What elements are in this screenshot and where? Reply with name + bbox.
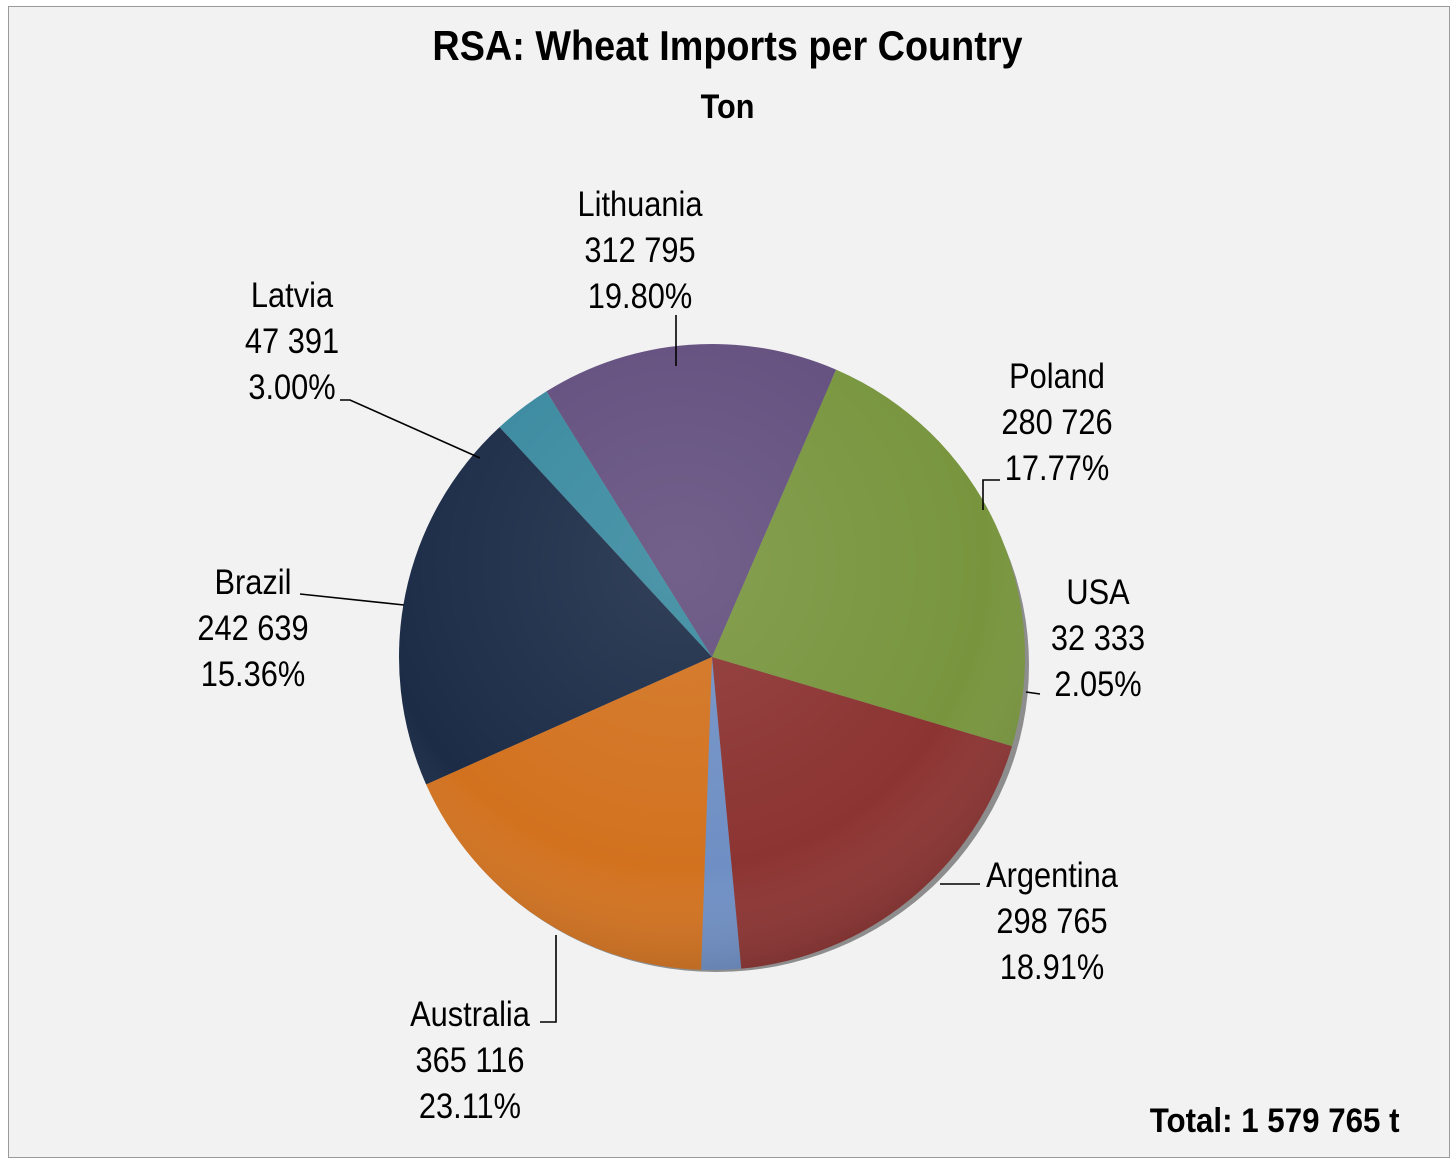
slice-value-australia: 365 116 xyxy=(415,1040,524,1079)
slice-value-lithuania: 312 795 xyxy=(584,230,695,269)
slice-value-usa: 32 333 xyxy=(1051,618,1145,657)
slice-label-brazil: Brazil xyxy=(215,562,292,601)
slice-value-poland: 280 726 xyxy=(1001,402,1112,441)
slice-label-australia: Australia xyxy=(410,994,530,1033)
leader-line-poland xyxy=(982,479,1000,510)
slice-percent-argentina: 18.91% xyxy=(1000,947,1104,986)
top-strip xyxy=(0,0,1455,6)
slice-label-latvia: Latvia xyxy=(251,275,334,314)
leader-lines xyxy=(299,315,1041,1023)
leader-line-brazil xyxy=(299,593,405,606)
chart-title: RSA: Wheat Imports per Country xyxy=(432,22,1023,69)
slice-label-argentina: Argentina xyxy=(986,855,1118,894)
slice-label-usa: USA xyxy=(1066,572,1129,611)
chart-subtitle: Ton xyxy=(700,88,755,126)
leader-line-usa xyxy=(1025,691,1041,695)
slice-label-poland: Poland xyxy=(1009,356,1105,395)
slice-labels: USA 32 333 2.05% Argentina 298 765 18.91% Aust… xyxy=(197,184,1145,1125)
slice-percent-poland: 17.77% xyxy=(1005,448,1109,487)
slice-value-latvia: 47 391 xyxy=(245,321,339,360)
slice-value-argentina: 298 765 xyxy=(996,901,1107,940)
slice-percent-australia: 23.11% xyxy=(419,1086,521,1125)
pie-slices xyxy=(398,343,1025,971)
leader-line-australia xyxy=(540,935,557,1023)
slice-percent-usa: 2.05% xyxy=(1054,664,1141,703)
leader-line-latvia xyxy=(340,399,481,459)
slice-percent-latvia: 3.00% xyxy=(248,367,335,406)
slice-label-lithuania: Lithuania xyxy=(578,184,704,223)
slice-percent-lithuania: 19.80% xyxy=(588,276,692,315)
slice-percent-brazil: 15.36% xyxy=(201,654,305,693)
total-label: Total: 1 579 765 t xyxy=(1149,1102,1399,1140)
slice-value-brazil: 242 639 xyxy=(197,608,308,647)
